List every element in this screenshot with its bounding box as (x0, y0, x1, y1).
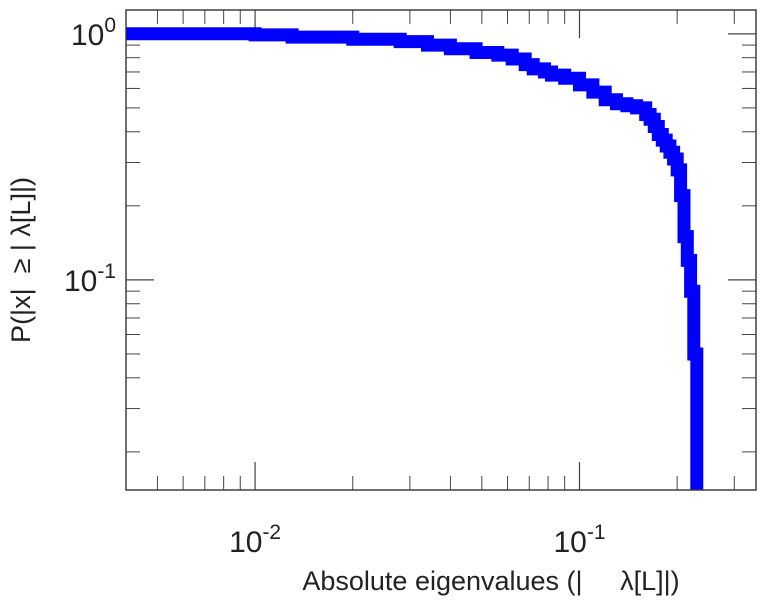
major-ticks (126, 10, 756, 490)
plot-frame (125, 9, 757, 491)
x-tick-label: 10-2 (229, 521, 281, 559)
x-tick-label: 10-1 (553, 521, 605, 559)
tick-labels: 10-2 10-1 10-1 100 (64, 14, 606, 559)
y-axis-title: P(|x| ≥ | λ[L]|) (6, 177, 36, 343)
y-tick-label: 100 (71, 14, 116, 52)
series-line (126, 27, 704, 490)
minor-ticks (126, 10, 756, 490)
y-tick-label: 10-1 (64, 260, 116, 298)
series-layer (126, 27, 704, 490)
x-axis-title: Absolute eigenvalues (| λ[L]|) (302, 566, 679, 596)
